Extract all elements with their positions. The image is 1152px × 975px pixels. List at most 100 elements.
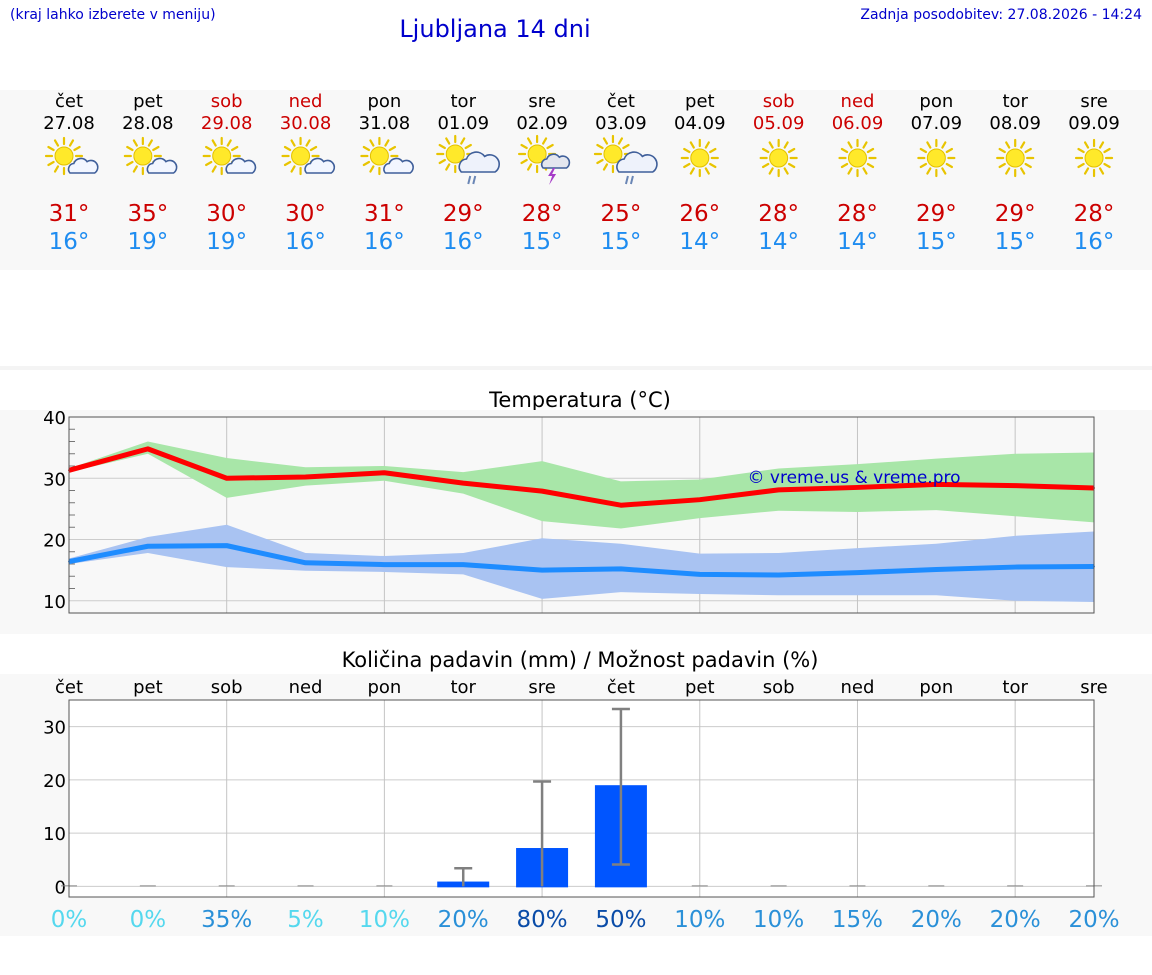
min-temp: 15° xyxy=(916,229,957,255)
sun-disc xyxy=(445,144,465,164)
min-temp-point xyxy=(935,568,938,571)
precip-probability: 10% xyxy=(674,907,725,933)
min-temp-point xyxy=(619,567,622,570)
max-temp: 28° xyxy=(1074,201,1115,227)
day-date: 01.09 xyxy=(437,113,489,134)
min-temp: 16° xyxy=(49,229,90,255)
sun-ray xyxy=(283,160,292,167)
sun-disc xyxy=(926,148,946,168)
category-label: sob xyxy=(763,677,795,698)
sun-cloud-icon xyxy=(202,136,257,176)
min-temp-point xyxy=(856,571,859,574)
sun-disc xyxy=(848,148,867,168)
sun-disc xyxy=(527,144,547,164)
sun-shape xyxy=(759,138,798,178)
sun-ray xyxy=(866,162,875,169)
day-name: pet xyxy=(685,91,715,112)
location-menu-hint: (kraj lahko izberete v meniju) xyxy=(10,7,216,23)
rain-drop xyxy=(629,175,634,185)
category-label: čet xyxy=(55,677,83,698)
category-label: tor xyxy=(1002,677,1028,698)
max-temp-point xyxy=(935,483,938,486)
sun-disc xyxy=(133,146,153,166)
y-tick-label: 30 xyxy=(43,469,66,490)
min-temp-point xyxy=(462,563,465,566)
day-date: 05.09 xyxy=(753,113,805,134)
sun-ray xyxy=(941,141,947,149)
cloud-shape xyxy=(616,151,658,173)
max-temp: 30° xyxy=(285,201,326,227)
sun-shape xyxy=(360,136,399,176)
sun-ray xyxy=(388,145,397,152)
sun-ray xyxy=(709,147,717,154)
max-temp-point xyxy=(856,486,859,489)
sun-rain-icon xyxy=(436,134,501,185)
y-tick-label: 20 xyxy=(43,531,66,552)
sun-ray xyxy=(47,160,55,167)
rain-drop xyxy=(472,175,477,185)
sun-ray xyxy=(945,147,954,154)
sun-ray xyxy=(787,162,796,169)
max-temp-point xyxy=(1014,484,1017,487)
max-temp-point xyxy=(462,482,465,485)
precip-probability: 15% xyxy=(832,907,883,933)
min-temp: 15° xyxy=(601,229,642,255)
sun-ray xyxy=(546,143,554,150)
max-temp: 29° xyxy=(443,201,484,227)
max-temp: 28° xyxy=(837,201,878,227)
plot-frame xyxy=(68,699,1095,898)
category-label: čet xyxy=(607,677,635,698)
min-temp: 16° xyxy=(1074,229,1115,255)
min-temp-point xyxy=(225,544,228,547)
day-name: sre xyxy=(528,91,555,112)
max-temp: 31° xyxy=(364,201,405,227)
plot-frame xyxy=(68,416,1095,614)
day-date: 07.09 xyxy=(911,113,963,134)
sun-shape xyxy=(1074,138,1114,178)
max-temp: 25° xyxy=(601,201,642,227)
min-temp: 15° xyxy=(995,229,1036,255)
sun-cloud-icon xyxy=(123,136,178,176)
day-name: pon xyxy=(919,91,953,112)
category-label: pet xyxy=(685,677,715,698)
sun-ray xyxy=(683,162,691,169)
day-date: 08.09 xyxy=(989,113,1041,134)
cloud-shape xyxy=(225,157,257,174)
temperature-chart-title: Temperatura (°C) xyxy=(489,388,671,412)
sun-ray xyxy=(230,145,239,152)
category-label: ned xyxy=(841,677,875,698)
precip-probability: 20% xyxy=(438,907,489,933)
sun-ray xyxy=(787,147,796,154)
min-temp: 16° xyxy=(443,229,484,255)
y-tick-label: 30 xyxy=(43,718,66,739)
cloud-shape xyxy=(540,153,571,169)
sun-ray xyxy=(309,145,318,152)
sun-ray xyxy=(438,143,446,150)
plot-area xyxy=(69,700,1094,897)
sun-ray xyxy=(617,137,624,145)
day-name: tor xyxy=(1002,91,1028,112)
sun-ray xyxy=(53,165,60,173)
sun-ray xyxy=(126,145,134,152)
day-date: 28.08 xyxy=(122,113,174,134)
sun-ray xyxy=(1098,141,1105,149)
precip-probability: 20% xyxy=(990,907,1041,933)
y-tick-label: 0 xyxy=(55,877,66,898)
sun-ray xyxy=(602,137,609,145)
min-temp-point xyxy=(383,563,386,566)
min-temp-point xyxy=(304,561,307,564)
max-temp: 26° xyxy=(679,201,720,227)
precip-probability: 0% xyxy=(51,907,88,933)
sun-shape xyxy=(436,134,475,174)
precip-probability: 20% xyxy=(1068,907,1119,933)
sun-ray xyxy=(847,141,853,149)
min-temp-point xyxy=(777,574,780,577)
sun-ray xyxy=(1020,141,1026,149)
sun-ray xyxy=(362,160,371,167)
day-name: tor xyxy=(451,91,477,112)
sun-disc xyxy=(769,148,789,168)
